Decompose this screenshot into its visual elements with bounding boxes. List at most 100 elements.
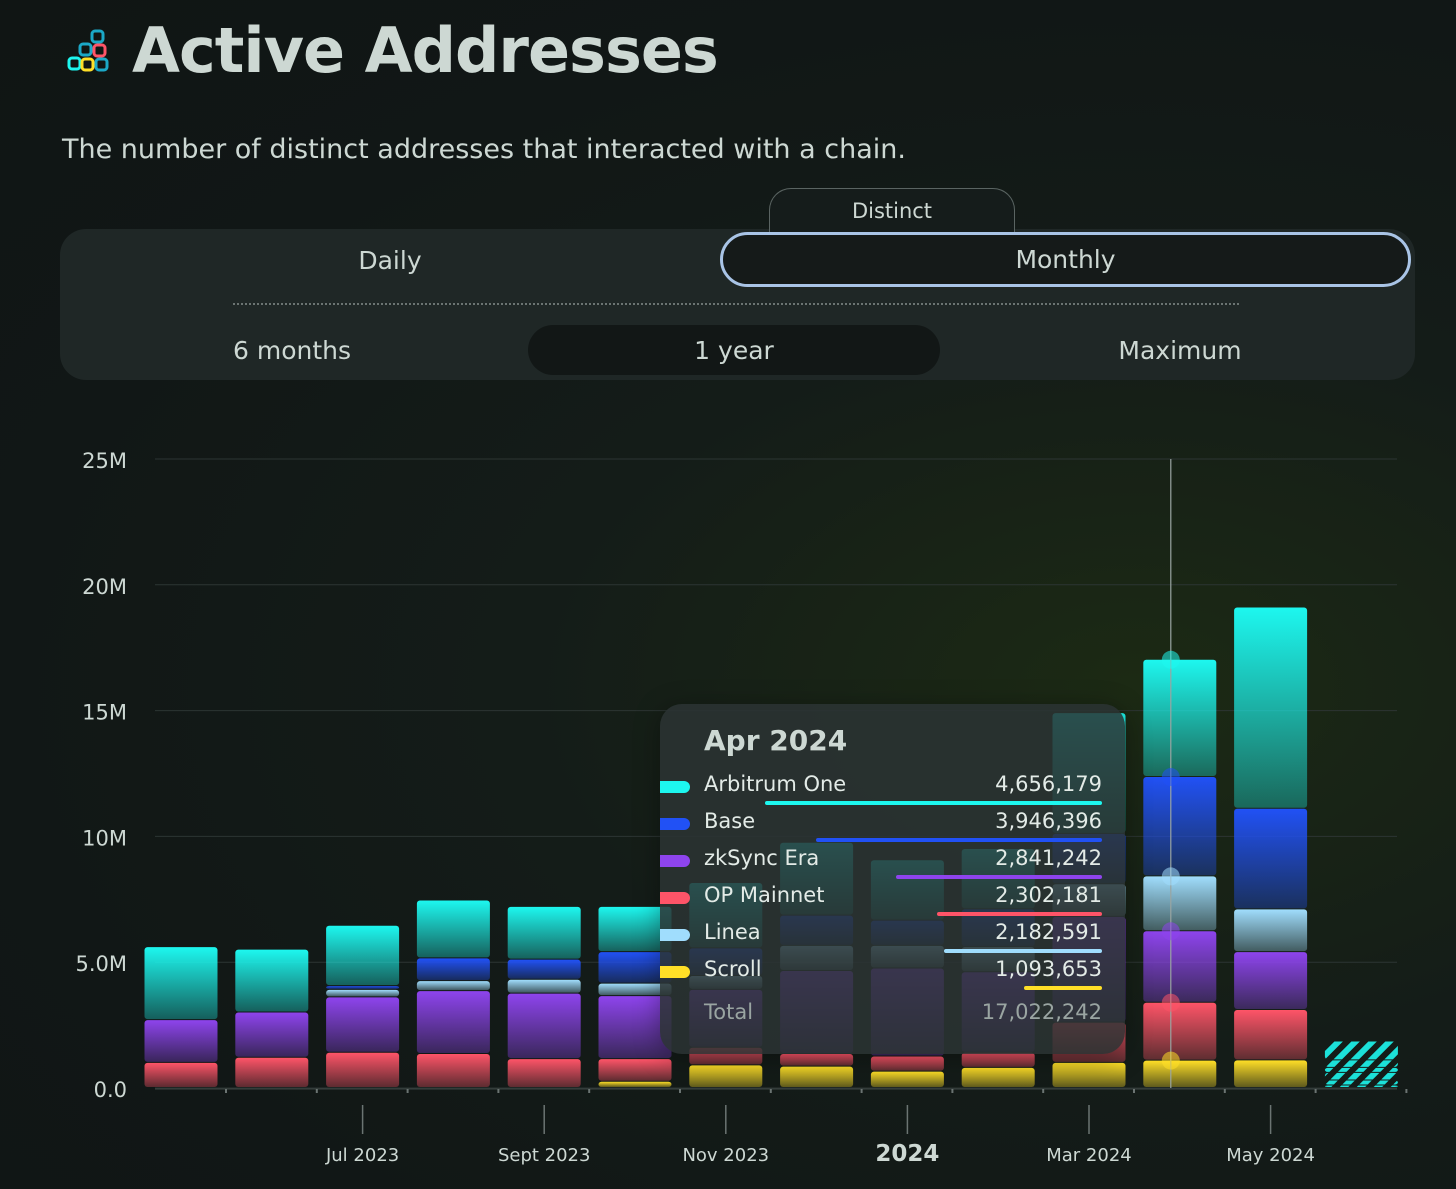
tooltip-share-bar: [1024, 986, 1102, 990]
tooltip-row: Base 3,946,396: [660, 809, 1125, 846]
bar-segment: [1324, 1072, 1398, 1080]
tooltip-series-name: Base: [704, 809, 756, 833]
x-tick-label: Mar 2024: [1046, 1145, 1132, 1166]
controls-divider: [233, 303, 1239, 305]
bar-segment: [416, 958, 490, 981]
bar-segment: [235, 949, 309, 1012]
crosshair-marker: [1161, 993, 1180, 1012]
bar-segment: [961, 1067, 1035, 1087]
bar-segment: [1143, 777, 1217, 876]
tooltip-series-value: 2,302,181: [995, 883, 1102, 907]
bar-segment: [235, 1057, 309, 1087]
y-tick-label: 10M: [82, 826, 127, 850]
tooltip-series-name: Linea: [704, 920, 761, 944]
range-6-months-button[interactable]: 6 months: [232, 335, 352, 365]
bar-segment: [598, 983, 672, 996]
x-tick-label: May 2024: [1226, 1145, 1315, 1166]
tooltip-total-value: 17,022,242: [981, 1000, 1102, 1024]
bar-segment: [598, 952, 672, 983]
bar-segment: [326, 1052, 400, 1087]
bar-segment: [1234, 1010, 1308, 1060]
series-swatch: [660, 818, 690, 830]
tooltip-row: zkSync Era 2,841,242: [660, 846, 1125, 883]
bar-segment: [598, 1059, 672, 1081]
series-swatch: [660, 781, 690, 793]
bar-segment: [144, 1062, 218, 1087]
tooltip-row: Scroll 1,093,653: [660, 957, 1125, 994]
y-tick-label: 0.0: [94, 1078, 127, 1102]
bar-segment: [416, 1054, 490, 1087]
tooltip-total-label: Total: [704, 1000, 754, 1024]
crosshair-marker: [1161, 650, 1180, 669]
tooltip-row: OP Mainnet 2,302,181: [660, 883, 1125, 920]
tooltip-share-bar: [937, 912, 1102, 916]
bar-segment: [1143, 1002, 1217, 1060]
bar-segment: [1324, 1085, 1398, 1087]
bar-segment: [1143, 1060, 1217, 1087]
crosshair-marker: [1161, 922, 1180, 941]
bar-segment: [507, 979, 581, 993]
tooltip-share-bar: [765, 801, 1102, 805]
y-tick-label: 15M: [82, 701, 127, 725]
distinct-tab[interactable]: Distinct: [769, 188, 1015, 232]
bar-segment: [507, 959, 581, 979]
bar-segment: [507, 906, 581, 959]
bar-segment: [870, 1071, 944, 1087]
bar-segment: [1052, 1062, 1126, 1087]
bar-segment: [326, 986, 400, 989]
bar-segment: [1234, 808, 1308, 909]
tooltip-series-value: 2,182,591: [995, 920, 1102, 944]
crosshair-marker: [1161, 1051, 1180, 1070]
bar-segment: [1234, 909, 1308, 952]
chart-tooltip: Apr 2024 Arbitrum One 4,656,179 Base 3,946,…: [660, 704, 1125, 1054]
bar-segment: [598, 906, 672, 952]
bar-segment: [144, 947, 218, 1020]
bar-segment: [780, 1054, 854, 1066]
bar-segment: [1143, 659, 1217, 777]
bar-segment: [326, 989, 400, 997]
tooltip-month: Apr 2024: [704, 724, 848, 757]
crosshair-marker: [1161, 867, 1180, 886]
y-tick-label: 5.0M: [75, 952, 127, 976]
tooltip-series-value: 3,946,396: [995, 809, 1102, 833]
bar-segment: [326, 997, 400, 1052]
bar-segment: [416, 900, 490, 958]
x-tick-label: Nov 2023: [682, 1145, 769, 1166]
bar-segment: [780, 1066, 854, 1087]
tooltip-series-name: Scroll: [704, 957, 762, 981]
bar-segment: [1234, 952, 1308, 1010]
bar-segment: [1324, 1080, 1398, 1085]
bar-segment: [961, 1052, 1035, 1067]
series-swatch: [660, 966, 690, 978]
tooltip-row: Arbitrum One 4,656,179: [660, 772, 1125, 809]
bar-segment: [1324, 1060, 1398, 1067]
timespan-daily-button[interactable]: Daily: [358, 245, 422, 275]
series-swatch: [660, 929, 690, 941]
tooltip-share-bar: [944, 949, 1102, 953]
tooltip-series-name: OP Mainnet: [704, 883, 825, 907]
bar-segment: [1324, 1041, 1398, 1060]
x-tick-label: 2024: [875, 1141, 939, 1167]
page-title: Active Addresses: [132, 14, 719, 87]
tooltip-share-bar: [816, 838, 1102, 842]
active-addresses-icon: [67, 29, 109, 71]
x-tick-label: Sept 2023: [498, 1145, 591, 1166]
bar-segment: [416, 991, 490, 1054]
bar-segment: [1324, 1067, 1398, 1072]
bar-segment: [870, 1056, 944, 1071]
tooltip-series-name: zkSync Era: [704, 846, 820, 870]
y-tick-label: 20M: [82, 575, 127, 599]
bar-segment: [507, 1059, 581, 1087]
x-tick-label: Jul 2023: [325, 1145, 399, 1166]
tooltip-series-value: 1,093,653: [995, 957, 1102, 981]
page-header: Active Addresses: [66, 14, 719, 87]
tooltip-series-name: Arbitrum One: [704, 772, 847, 796]
bar-segment: [235, 1012, 309, 1057]
timespan-monthly-button[interactable]: Monthly: [720, 232, 1411, 287]
range-maximum-button[interactable]: Maximum: [1118, 335, 1242, 365]
tooltip-series-value: 2,841,242: [995, 846, 1102, 870]
range-1-year-button[interactable]: 1 year: [528, 325, 940, 375]
bar-segment: [1143, 876, 1217, 931]
crosshair-marker: [1161, 768, 1180, 787]
bar-segment: [689, 1065, 763, 1087]
